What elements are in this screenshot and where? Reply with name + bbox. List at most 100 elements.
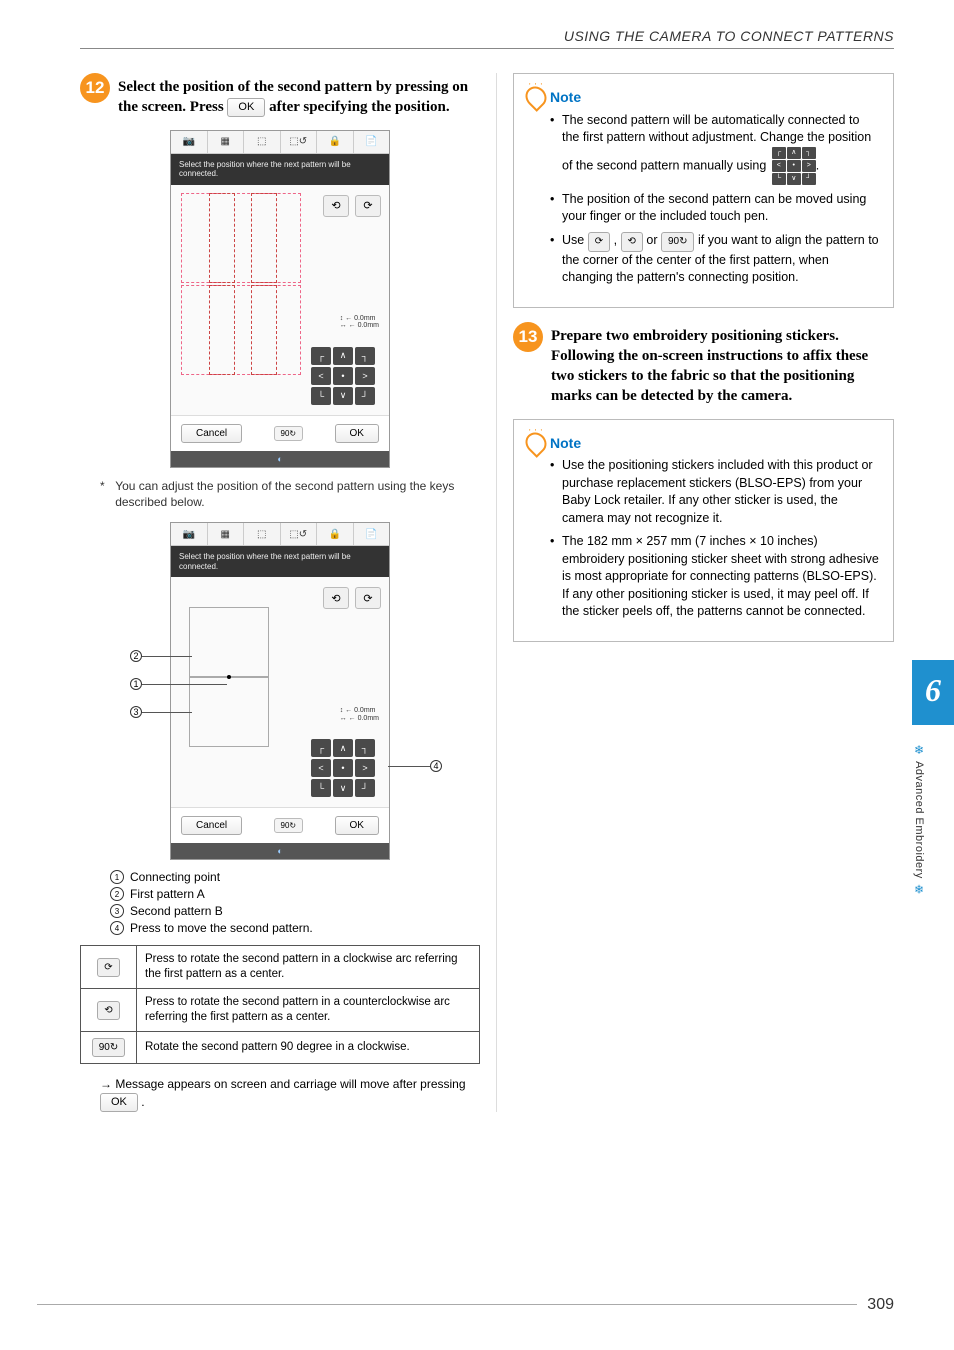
- rotate-cw-icon: ⟳: [588, 232, 610, 252]
- dpad-cell: >: [802, 160, 816, 172]
- dpad-cell: ∧: [787, 147, 801, 159]
- screen-topbar: 📷 ▦ ⬚ ⬚↺ 🔒 📄: [171, 131, 389, 154]
- rotate-90-button[interactable]: 90↻: [274, 818, 304, 833]
- legend-2-text: First pattern A: [130, 887, 205, 901]
- header-rule: [80, 48, 894, 49]
- direction-pad[interactable]: ┌ ∧ ┐ < • > └ ∨ ┘: [311, 347, 381, 405]
- callout-4: 4: [430, 760, 442, 772]
- icon-cell: ⟳: [81, 946, 137, 989]
- screen-message: Select the position where the next patte…: [171, 546, 389, 577]
- direction-pad[interactable]: ┌ ∧ ┐ < • > └ ∨ ┘: [311, 739, 381, 797]
- dpad-cell[interactable]: <: [311, 367, 331, 385]
- dpad-cell[interactable]: ┌: [311, 347, 331, 365]
- note-item: Use the positioning stickers included wi…: [550, 457, 879, 527]
- column-divider: [496, 73, 497, 1112]
- dpad-cell[interactable]: └: [311, 779, 331, 797]
- dpad-cell[interactable]: •: [333, 367, 353, 385]
- note-list: The second pattern will be automatically…: [528, 112, 879, 287]
- dpad-cell[interactable]: ┐: [355, 347, 375, 365]
- dpad-cell[interactable]: ┘: [355, 387, 375, 405]
- two-column-layout: 12 Select the position of the second pat…: [80, 73, 894, 1112]
- tab-icon[interactable]: 🔒: [317, 131, 354, 153]
- circ-1: 1: [110, 870, 124, 884]
- note-item: The second pattern will be automatically…: [550, 112, 879, 185]
- dpad-cell[interactable]: >: [355, 759, 375, 777]
- rotate-ccw-button[interactable]: ⟲: [323, 587, 349, 609]
- tab-icon[interactable]: ▦: [208, 131, 245, 153]
- ok-button[interactable]: OK: [335, 424, 379, 443]
- device-screen-1: 📷 ▦ ⬚ ⬚↺ 🔒 📄 Select the position where t…: [170, 130, 390, 468]
- pattern-stripe: [251, 193, 277, 283]
- legend-1-text: Connecting point: [130, 870, 220, 884]
- screen-canvas[interactable]: ⟲ ⟳ ↕ ← 0.0mm ↔ ← 0.0mm ┌ ∧ ┐ < •: [171, 577, 389, 807]
- rotate-90-button[interactable]: 90↻: [274, 426, 304, 441]
- step-12-text-b: after specifying the position.: [269, 99, 450, 115]
- rotate-90-icon: 90↻: [661, 232, 695, 252]
- dpad-cell: └: [772, 173, 786, 185]
- screen-canvas[interactable]: ⟲ ⟳ ↕ ← 0.0mm ↔ ← 0.0mm ┌ ∧ ┐ < • > └: [171, 185, 389, 415]
- circ-3: 3: [110, 904, 124, 918]
- dpad-cell[interactable]: └: [311, 387, 331, 405]
- icon-cell: 90↻: [81, 1032, 137, 1064]
- tab-icon[interactable]: 📷: [171, 523, 208, 545]
- legend-2: 2First pattern A: [110, 887, 480, 901]
- dpad-cell[interactable]: ┌: [311, 739, 331, 757]
- dpad-cell: ┐: [802, 147, 816, 159]
- rotate-90-icon: 90↻: [92, 1038, 126, 1057]
- dpad-cell[interactable]: ∨: [333, 779, 353, 797]
- rotate-ccw-button[interactable]: ⟲: [323, 195, 349, 217]
- sep: or: [643, 233, 661, 247]
- page-number: 309: [37, 1296, 894, 1314]
- note-box-2: ' ' ' Note Use the positioning stickers …: [513, 419, 894, 642]
- callout-3: 3: [130, 706, 142, 718]
- dpad-cell[interactable]: •: [333, 759, 353, 777]
- dpad-cell: ∨: [787, 173, 801, 185]
- dpad-cell[interactable]: <: [311, 759, 331, 777]
- tab-icon[interactable]: 📄: [354, 131, 390, 153]
- tab-icon[interactable]: ⬚↺: [281, 523, 318, 545]
- note-item: The 182 mm × 257 mm (7 inches × 10 inche…: [550, 533, 879, 621]
- pattern-b-box: [189, 677, 269, 747]
- dpad-cell[interactable]: ┘: [355, 779, 375, 797]
- circ-4: 4: [110, 921, 124, 935]
- dpad-cell[interactable]: ∧: [333, 739, 353, 757]
- dpad-cell[interactable]: ┐: [355, 739, 375, 757]
- dpad-cell[interactable]: >: [355, 367, 375, 385]
- tab-icon[interactable]: ⬚: [244, 523, 281, 545]
- right-column: ' ' ' Note The second pattern will be au…: [513, 73, 894, 1112]
- callout-line: [142, 656, 192, 657]
- mm-h: ↔ ← 0.0mm: [340, 715, 379, 723]
- tab-icon[interactable]: 📷: [171, 131, 208, 153]
- dpad-cell[interactable]: ∨: [333, 387, 353, 405]
- dpad-cell[interactable]: ∧: [333, 347, 353, 365]
- tab-icon[interactable]: ▦: [208, 523, 245, 545]
- table-row: 90↻ Rotate the second pattern 90 degree …: [81, 1032, 480, 1064]
- footnote-text: You can adjust the position of the secon…: [115, 478, 480, 510]
- cancel-button[interactable]: Cancel: [181, 424, 242, 443]
- rotate-cw-button[interactable]: ⟳: [355, 587, 381, 609]
- pattern-stripe: [209, 285, 235, 375]
- ok-button-inline[interactable]: OK: [227, 98, 265, 117]
- dpad-cell: ┘: [802, 173, 816, 185]
- mm-readout: ↕ ← 0.0mm ↔ ← 0.0mm: [340, 707, 379, 722]
- callout-2: 2: [130, 650, 142, 662]
- tab-icon[interactable]: ⬚↺: [281, 131, 318, 153]
- desc-cell: Press to rotate the second pattern in a …: [137, 946, 480, 989]
- tab-icon[interactable]: 📄: [354, 523, 390, 545]
- device-screen-2: 📷 ▦ ⬚ ⬚↺ 🔒 📄 Select the position where t…: [170, 522, 390, 860]
- screen-footer: ◐: [171, 451, 389, 467]
- screen-bottom-bar: Cancel 90↻ OK: [171, 807, 389, 843]
- cancel-button[interactable]: Cancel: [181, 816, 242, 835]
- chapter-label-text: Advanced Embroidery: [913, 761, 925, 879]
- pattern-stripe: [209, 193, 235, 283]
- result-note: → Message appears on screen and carriage…: [100, 1076, 480, 1112]
- ok-button-inline[interactable]: OK: [100, 1093, 138, 1112]
- tab-icon[interactable]: ⬚: [244, 131, 281, 153]
- rotate-cw-button[interactable]: ⟳: [355, 195, 381, 217]
- icon-cell: ⟲: [81, 989, 137, 1032]
- tab-icon[interactable]: 🔒: [317, 523, 354, 545]
- ok-button[interactable]: OK: [335, 816, 379, 835]
- dpad-cell: •: [787, 160, 801, 172]
- step-12: 12 Select the position of the second pat…: [80, 73, 480, 118]
- pattern-area-b: [181, 285, 301, 375]
